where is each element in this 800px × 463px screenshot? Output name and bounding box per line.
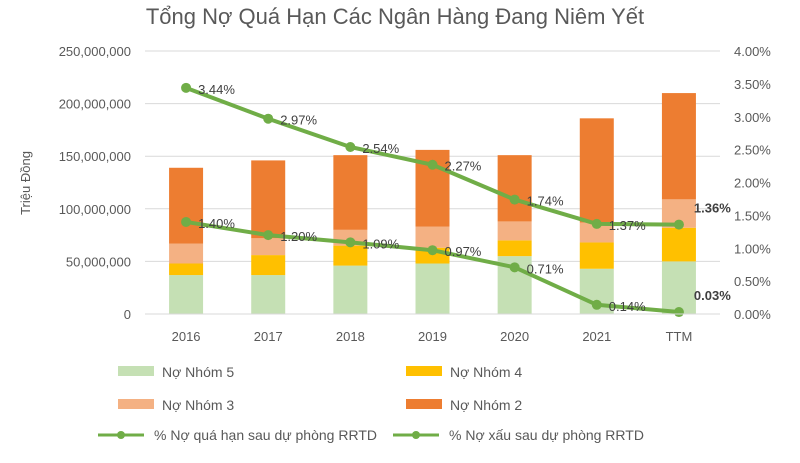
bar-1: [251, 275, 286, 314]
bar-1: [415, 263, 450, 314]
y2-tick-label: 0.00%: [734, 307, 771, 322]
bar-2: [497, 240, 532, 257]
y2-tick-label: 3.50%: [734, 77, 771, 92]
data-label: 2.27%: [445, 159, 482, 174]
data-label: 0.71%: [527, 261, 564, 276]
y2-tick-label: 1.50%: [734, 208, 771, 223]
line-point: [345, 141, 356, 152]
line-point: [591, 299, 602, 310]
y2-tick-label: 2.50%: [734, 143, 771, 158]
line-point: [181, 82, 192, 93]
legend-swatch: [406, 399, 442, 409]
legend-swatch: [118, 366, 154, 376]
legend-label: Nợ Nhóm 4: [450, 364, 522, 380]
line-point: [591, 218, 602, 229]
y-tick-label: 200,000,000: [59, 97, 131, 112]
y2-tick-label: 2.00%: [734, 176, 771, 191]
x-tick-label: 2018: [336, 329, 365, 344]
bar-4: [169, 167, 204, 244]
data-label: 2.97%: [280, 113, 317, 128]
legend-swatch: [118, 399, 154, 409]
data-label: 0.14%: [609, 299, 646, 314]
y2-tick-label: 0.50%: [734, 274, 771, 289]
legend-swatch: [406, 366, 442, 376]
y2-tick-label: 4.00%: [734, 44, 771, 59]
data-label: 1.40%: [198, 216, 235, 231]
bars: [169, 93, 696, 314]
data-label: 1.36%: [694, 201, 731, 216]
bar-3: [251, 238, 286, 256]
line-point: [509, 194, 520, 205]
line-point: [673, 307, 684, 318]
bar-2: [661, 227, 696, 262]
line-point: [345, 237, 356, 248]
line-point: [673, 219, 684, 230]
data-label: 0.97%: [445, 244, 482, 259]
line-point: [263, 113, 274, 124]
data-label: 1.20%: [280, 229, 317, 244]
bar-2: [251, 255, 286, 276]
y2-tick-label: 1.00%: [734, 241, 771, 256]
lines: [181, 82, 684, 318]
legend-marker: [412, 431, 420, 439]
bar-4: [579, 118, 614, 223]
bar-3: [415, 226, 450, 248]
bar-1: [333, 265, 368, 314]
legend-label: % Nợ xấu sau dự phòng RRTD: [449, 427, 644, 443]
legend-label: Nợ Nhóm 2: [450, 397, 522, 413]
data-label: 1.74%: [527, 194, 564, 209]
y-tick-label: 100,000,000: [59, 202, 131, 217]
data-label: 3.44%: [198, 82, 235, 97]
bar-4: [497, 155, 532, 222]
line-point: [427, 245, 438, 256]
chart-title: Tổng Nợ Quá Hạn Các Ngân Hàng Đang Niêm …: [146, 4, 644, 29]
legend-label: Nợ Nhóm 3: [162, 397, 234, 413]
line-point: [181, 216, 192, 227]
x-tick-label: TTM: [666, 329, 693, 344]
bar-2: [333, 245, 368, 266]
y-tick-label: 50,000,000: [66, 254, 131, 269]
legend-label: % Nợ quá hạn sau dự phòng RRTD: [154, 427, 377, 443]
bar-4: [251, 160, 286, 239]
bar-3: [579, 222, 614, 243]
data-label: 2.54%: [362, 141, 399, 156]
y2-tick-label: 3.00%: [734, 110, 771, 125]
line-point: [263, 230, 274, 241]
y-tick-label: 0: [124, 307, 131, 322]
data-label: 1.37%: [609, 218, 646, 233]
line-point: [509, 262, 520, 273]
bar-1: [169, 275, 204, 314]
x-tick-label: 2017: [254, 329, 283, 344]
x-tick-label: 2020: [500, 329, 529, 344]
y-tick-label: 250,000,000: [59, 44, 131, 59]
bar-3: [497, 221, 532, 241]
bar-3: [169, 243, 204, 264]
x-tick-label: 2021: [582, 329, 611, 344]
legend-label: Nợ Nhóm 5: [162, 364, 234, 380]
y-tick-label: 150,000,000: [59, 149, 131, 164]
bar-1: [661, 261, 696, 314]
line-point: [427, 159, 438, 170]
x-tick-label: 2016: [172, 329, 201, 344]
axes: 0 50,000,000 100,000,000 150,000,000 200,000…: [59, 44, 772, 344]
data-label: 1.09%: [362, 236, 399, 251]
x-tick-label: 2019: [418, 329, 447, 344]
data-labels: 3.44% 2.97% 2.54% 2.27% 1.74% 1.37% 1.36% 1.40%…: [198, 82, 731, 314]
data-label: 0.03%: [694, 288, 731, 303]
bar-2: [579, 242, 614, 269]
y-axis-label: Triệu Đồng: [18, 151, 33, 215]
bar-2: [169, 263, 204, 276]
legend-marker: [117, 431, 125, 439]
bar-4: [661, 93, 696, 200]
bar-4: [333, 155, 368, 230]
legend: Nợ Nhóm 5 Nợ Nhóm 4 Nợ Nhóm 3 Nợ Nhóm 2 % Nợ…: [98, 364, 644, 443]
